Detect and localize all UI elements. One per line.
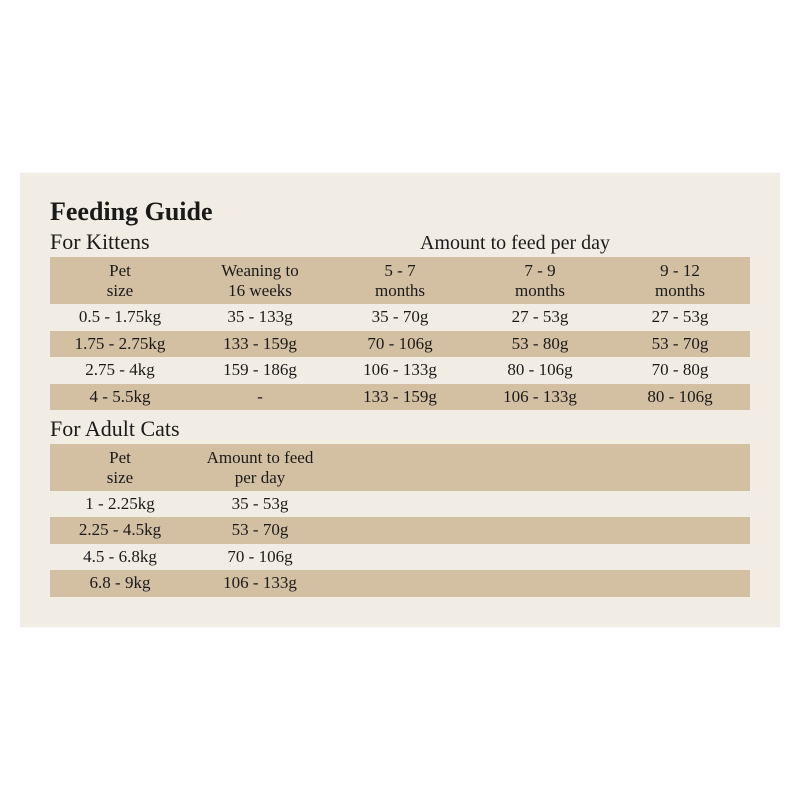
cell: 106 - 133g [470,384,610,410]
cell: 4 - 5.5kg [50,384,190,410]
cell: 106 - 133g [330,357,470,383]
kittens-section-title: For Kittens [50,229,150,255]
col-pet-size: Pet size [50,257,190,304]
cell-empty [470,517,610,543]
kittens-header: Pet size Weaning to 16 weeks 5 - 7 month… [50,257,750,304]
cell: 70 - 106g [190,544,330,570]
cell-empty [610,570,750,596]
col-amount: Amount to feed per day [190,444,330,491]
col-7-9: 7 - 9 months [470,257,610,304]
table-row: 4.5 - 6.8kg 70 - 106g [50,544,750,570]
table-row: 1.75 - 2.75kg 133 - 159g 70 - 106g 53 - … [50,331,750,357]
cell-empty [470,570,610,596]
hdr-text: Weaning to [221,261,298,280]
cell: 133 - 159g [190,331,330,357]
cell: 53 - 70g [610,331,750,357]
hdr-text: 9 - 12 [660,261,700,280]
adults-section-title: For Adult Cats [50,416,750,442]
cell-empty [610,491,750,517]
feeding-guide-card: Feeding Guide For Kittens Amount to feed… [20,173,780,626]
cell: 27 - 53g [470,304,610,330]
col-empty [470,444,610,491]
cell: 35 - 53g [190,491,330,517]
cell-empty [610,517,750,543]
hdr-text: 16 weeks [228,281,292,300]
hdr-text: months [375,281,425,300]
cell: - [190,384,330,410]
kittens-header-row: For Kittens Amount to feed per day [50,229,750,255]
cell: 53 - 80g [470,331,610,357]
col-pet-size: Pet size [50,444,190,491]
cell: 1 - 2.25kg [50,491,190,517]
cell: 159 - 186g [190,357,330,383]
table-row: 0.5 - 1.75kg 35 - 133g 35 - 70g 27 - 53g… [50,304,750,330]
cell: 80 - 106g [610,384,750,410]
table-row: 2.25 - 4.5kg 53 - 70g [50,517,750,543]
cell: 2.25 - 4.5kg [50,517,190,543]
hdr-text: size [107,468,133,487]
col-empty [330,444,470,491]
hdr-text: Pet [109,448,131,467]
cell: 35 - 70g [330,304,470,330]
cell-empty [330,570,470,596]
hdr-text: size [107,281,133,300]
hdr-text: Pet [109,261,131,280]
hdr-text: Amount to feed [207,448,314,467]
cell-empty [330,544,470,570]
cell: 4.5 - 6.8kg [50,544,190,570]
col-5-7: 5 - 7 months [330,257,470,304]
col-empty [610,444,750,491]
amount-per-day-label: Amount to feed per day [420,232,610,255]
cell: 80 - 106g [470,357,610,383]
cell: 6.8 - 9kg [50,570,190,596]
col-9-12: 9 - 12 months [610,257,750,304]
table-row: 1 - 2.25kg 35 - 53g [50,491,750,517]
cell-empty [330,517,470,543]
cell-empty [470,544,610,570]
hdr-text: months [515,281,565,300]
cell: 1.75 - 2.75kg [50,331,190,357]
col-weaning: Weaning to 16 weeks [190,257,330,304]
table-row: 2.75 - 4kg 159 - 186g 106 - 133g 80 - 10… [50,357,750,383]
cell: 133 - 159g [330,384,470,410]
hdr-text: 5 - 7 [384,261,415,280]
cell: 2.75 - 4kg [50,357,190,383]
cell: 53 - 70g [190,517,330,543]
hdr-text: 7 - 9 [524,261,555,280]
main-title: Feeding Guide [50,197,750,227]
cell: 27 - 53g [610,304,750,330]
adults-table: Pet size Amount to feed per day 1 - 2.25… [50,444,750,597]
cell: 35 - 133g [190,304,330,330]
table-row: 4 - 5.5kg - 133 - 159g 106 - 133g 80 - 1… [50,384,750,410]
cell-empty [610,544,750,570]
adults-header: Pet size Amount to feed per day [50,444,750,491]
cell: 106 - 133g [190,570,330,596]
table-row: 6.8 - 9kg 106 - 133g [50,570,750,596]
kittens-table: Pet size Weaning to 16 weeks 5 - 7 month… [50,257,750,410]
cell: 0.5 - 1.75kg [50,304,190,330]
hdr-text: months [655,281,705,300]
cell-empty [330,491,470,517]
cell: 70 - 106g [330,331,470,357]
cell-empty [470,491,610,517]
hdr-text: per day [235,468,286,487]
cell: 70 - 80g [610,357,750,383]
